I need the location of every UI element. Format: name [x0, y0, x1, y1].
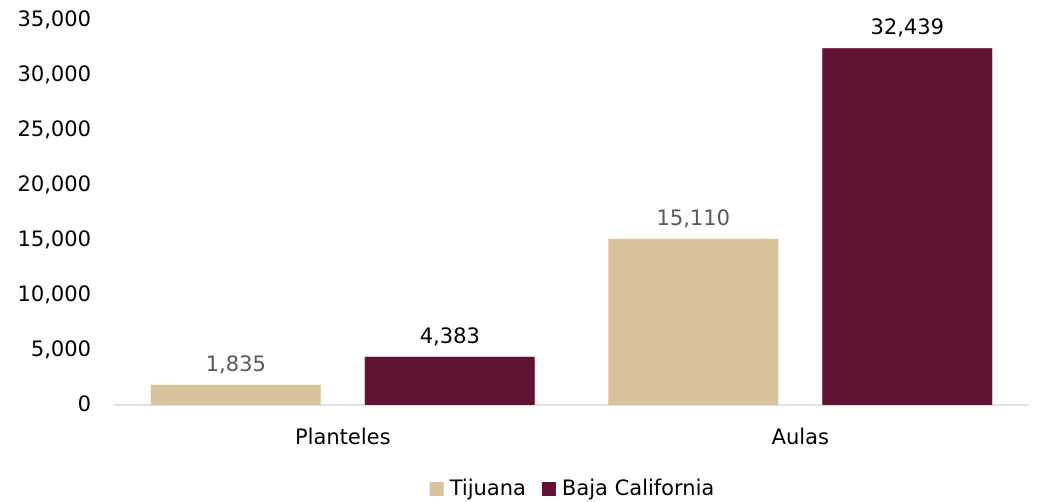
data-labels-group: 1,835 4,383 15,110 32,439 — [206, 15, 944, 376]
y-tick-label: 25,000 — [18, 117, 91, 141]
bar-baja-california — [364, 356, 535, 405]
x-axis: Planteles Aulas — [295, 425, 829, 449]
legend-label: Baja California — [562, 476, 714, 500]
bars-group — [150, 48, 993, 406]
y-tick-label: 35,000 — [18, 7, 91, 31]
bar-tijuana — [608, 238, 779, 405]
bar-tijuana — [150, 384, 321, 405]
data-label: 4,383 — [420, 324, 480, 348]
y-tick-label: 20,000 — [18, 172, 91, 196]
data-label: 32,439 — [871, 15, 944, 39]
data-label: 1,835 — [206, 352, 266, 376]
legend-item: Baja California — [541, 476, 714, 500]
legend-swatch — [541, 482, 556, 496]
data-label: 15,110 — [657, 206, 730, 230]
legend-item: Tijuana — [429, 476, 526, 500]
legend-swatch — [429, 482, 444, 496]
legend: Tijuana Baja California — [429, 476, 714, 500]
legend-label: Tijuana — [449, 476, 526, 500]
x-category-label: Planteles — [295, 425, 391, 449]
y-tick-label: 0 — [78, 392, 91, 416]
bar-baja-california — [822, 48, 993, 406]
y-tick-label: 10,000 — [18, 282, 91, 306]
y-tick-label: 30,000 — [18, 62, 91, 86]
y-tick-label: 5,000 — [31, 337, 91, 361]
y-axis: 0 5,000 10,000 15,000 20,000 25,000 30,000 35,0… — [18, 7, 91, 416]
y-tick-label: 15,000 — [18, 227, 91, 251]
x-category-label: Aulas — [772, 425, 829, 449]
